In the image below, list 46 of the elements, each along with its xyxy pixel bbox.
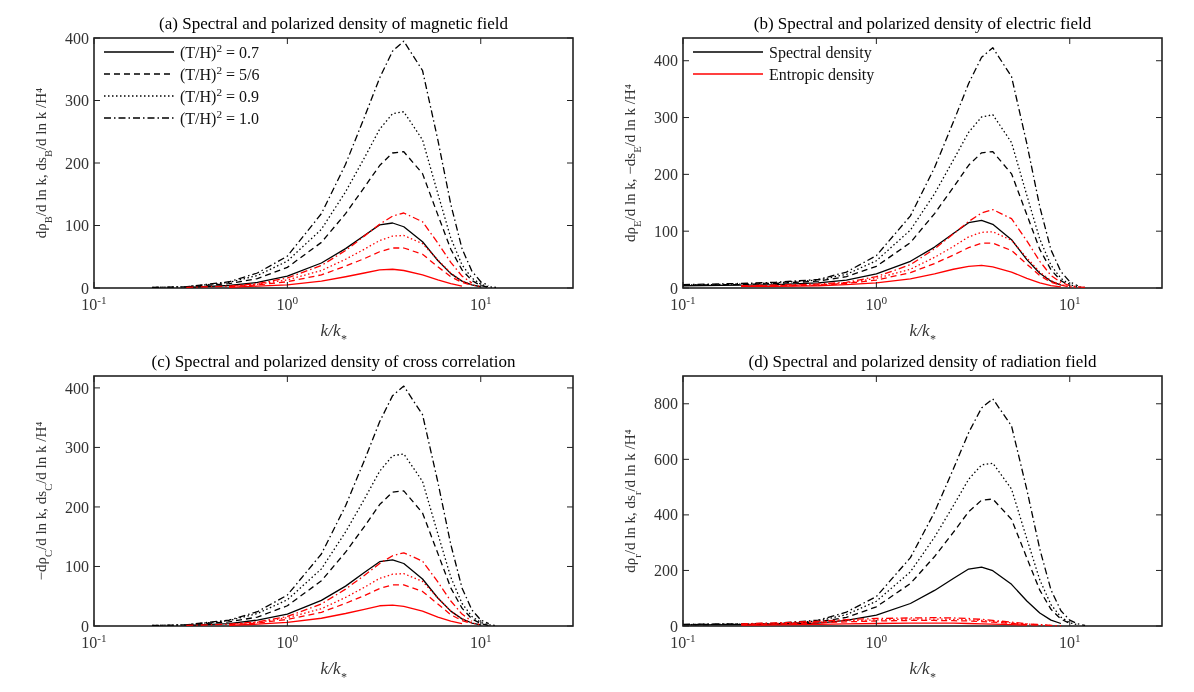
y-tick-label: 400 — [654, 506, 678, 524]
x-tick-label: 10$^{0}$ — [865, 294, 888, 313]
y-tick-label: 0 — [670, 617, 678, 635]
x-tick-label: 10$^{1}$ — [469, 294, 492, 313]
y-tick-label: 300 — [65, 439, 89, 457]
legend-label: (T/H)$^{2}$ = 0.9 — [180, 85, 260, 106]
legend-label: (T/H)$^{2}$ = 5/6 — [180, 63, 260, 84]
y-tick-label: 100 — [65, 558, 89, 576]
y-tick-label: 400 — [654, 52, 678, 70]
x-axis-title: k/k$_{*}$ — [909, 321, 936, 346]
chart-title: (b) Spectral and polarized density of electric field — [753, 14, 1092, 33]
chart-title: (c) Spectral and polarized density of cross correlation — [151, 352, 516, 371]
x-tick-label: 10$^{0}$ — [276, 632, 299, 651]
legend-label: Spectral density — [769, 43, 872, 62]
x-tick-label: 10$^{1}$ — [1058, 632, 1081, 651]
y-tick-label: 400 — [65, 29, 89, 47]
y-tick-label: 300 — [65, 92, 89, 110]
y-tick-label: 200 — [654, 165, 678, 183]
x-tick-label: 10$^{-1}$ — [670, 294, 696, 313]
y-tick-label: 0 — [81, 279, 89, 297]
x-axis-title: k/k$_{*}$ — [320, 659, 347, 684]
x-tick-label: 10$^{-1}$ — [670, 632, 696, 651]
x-tick-label: 10$^{-1}$ — [81, 632, 107, 651]
x-axis-title: k/k$_{*}$ — [909, 659, 936, 684]
chart-title: (d) Spectral and polarized density of radiation field — [748, 352, 1097, 371]
y-tick-label: 400 — [65, 379, 89, 397]
x-tick-label: 10$^{1}$ — [469, 632, 492, 651]
x-tick-label: 10$^{0}$ — [276, 294, 299, 313]
y-tick-label: 0 — [81, 617, 89, 635]
y-tick-label: 100 — [654, 222, 678, 240]
legend-label: Entropic density — [769, 65, 875, 84]
y-tick-label: 200 — [65, 154, 89, 172]
legend-label: (T/H)$^{2}$ = 1.0 — [180, 107, 260, 128]
y-tick-label: 800 — [654, 395, 678, 413]
legend-label: (T/H)$^{2}$ = 0.7 — [180, 41, 260, 62]
y-tick-label: 600 — [654, 450, 678, 468]
y-tick-label: 200 — [654, 562, 678, 580]
y-tick-label: 300 — [654, 109, 678, 127]
y-tick-label: 0 — [670, 279, 678, 297]
x-tick-label: 10$^{1}$ — [1058, 294, 1081, 313]
x-tick-label: 10$^{0}$ — [865, 632, 888, 651]
x-tick-label: 10$^{-1}$ — [81, 294, 107, 313]
x-axis-title: k/k$_{*}$ — [320, 321, 347, 346]
chart-title: (a) Spectral and polarized density of magnetic field — [159, 14, 509, 33]
y-tick-label: 200 — [65, 498, 89, 516]
y-tick-label: 100 — [65, 217, 89, 235]
